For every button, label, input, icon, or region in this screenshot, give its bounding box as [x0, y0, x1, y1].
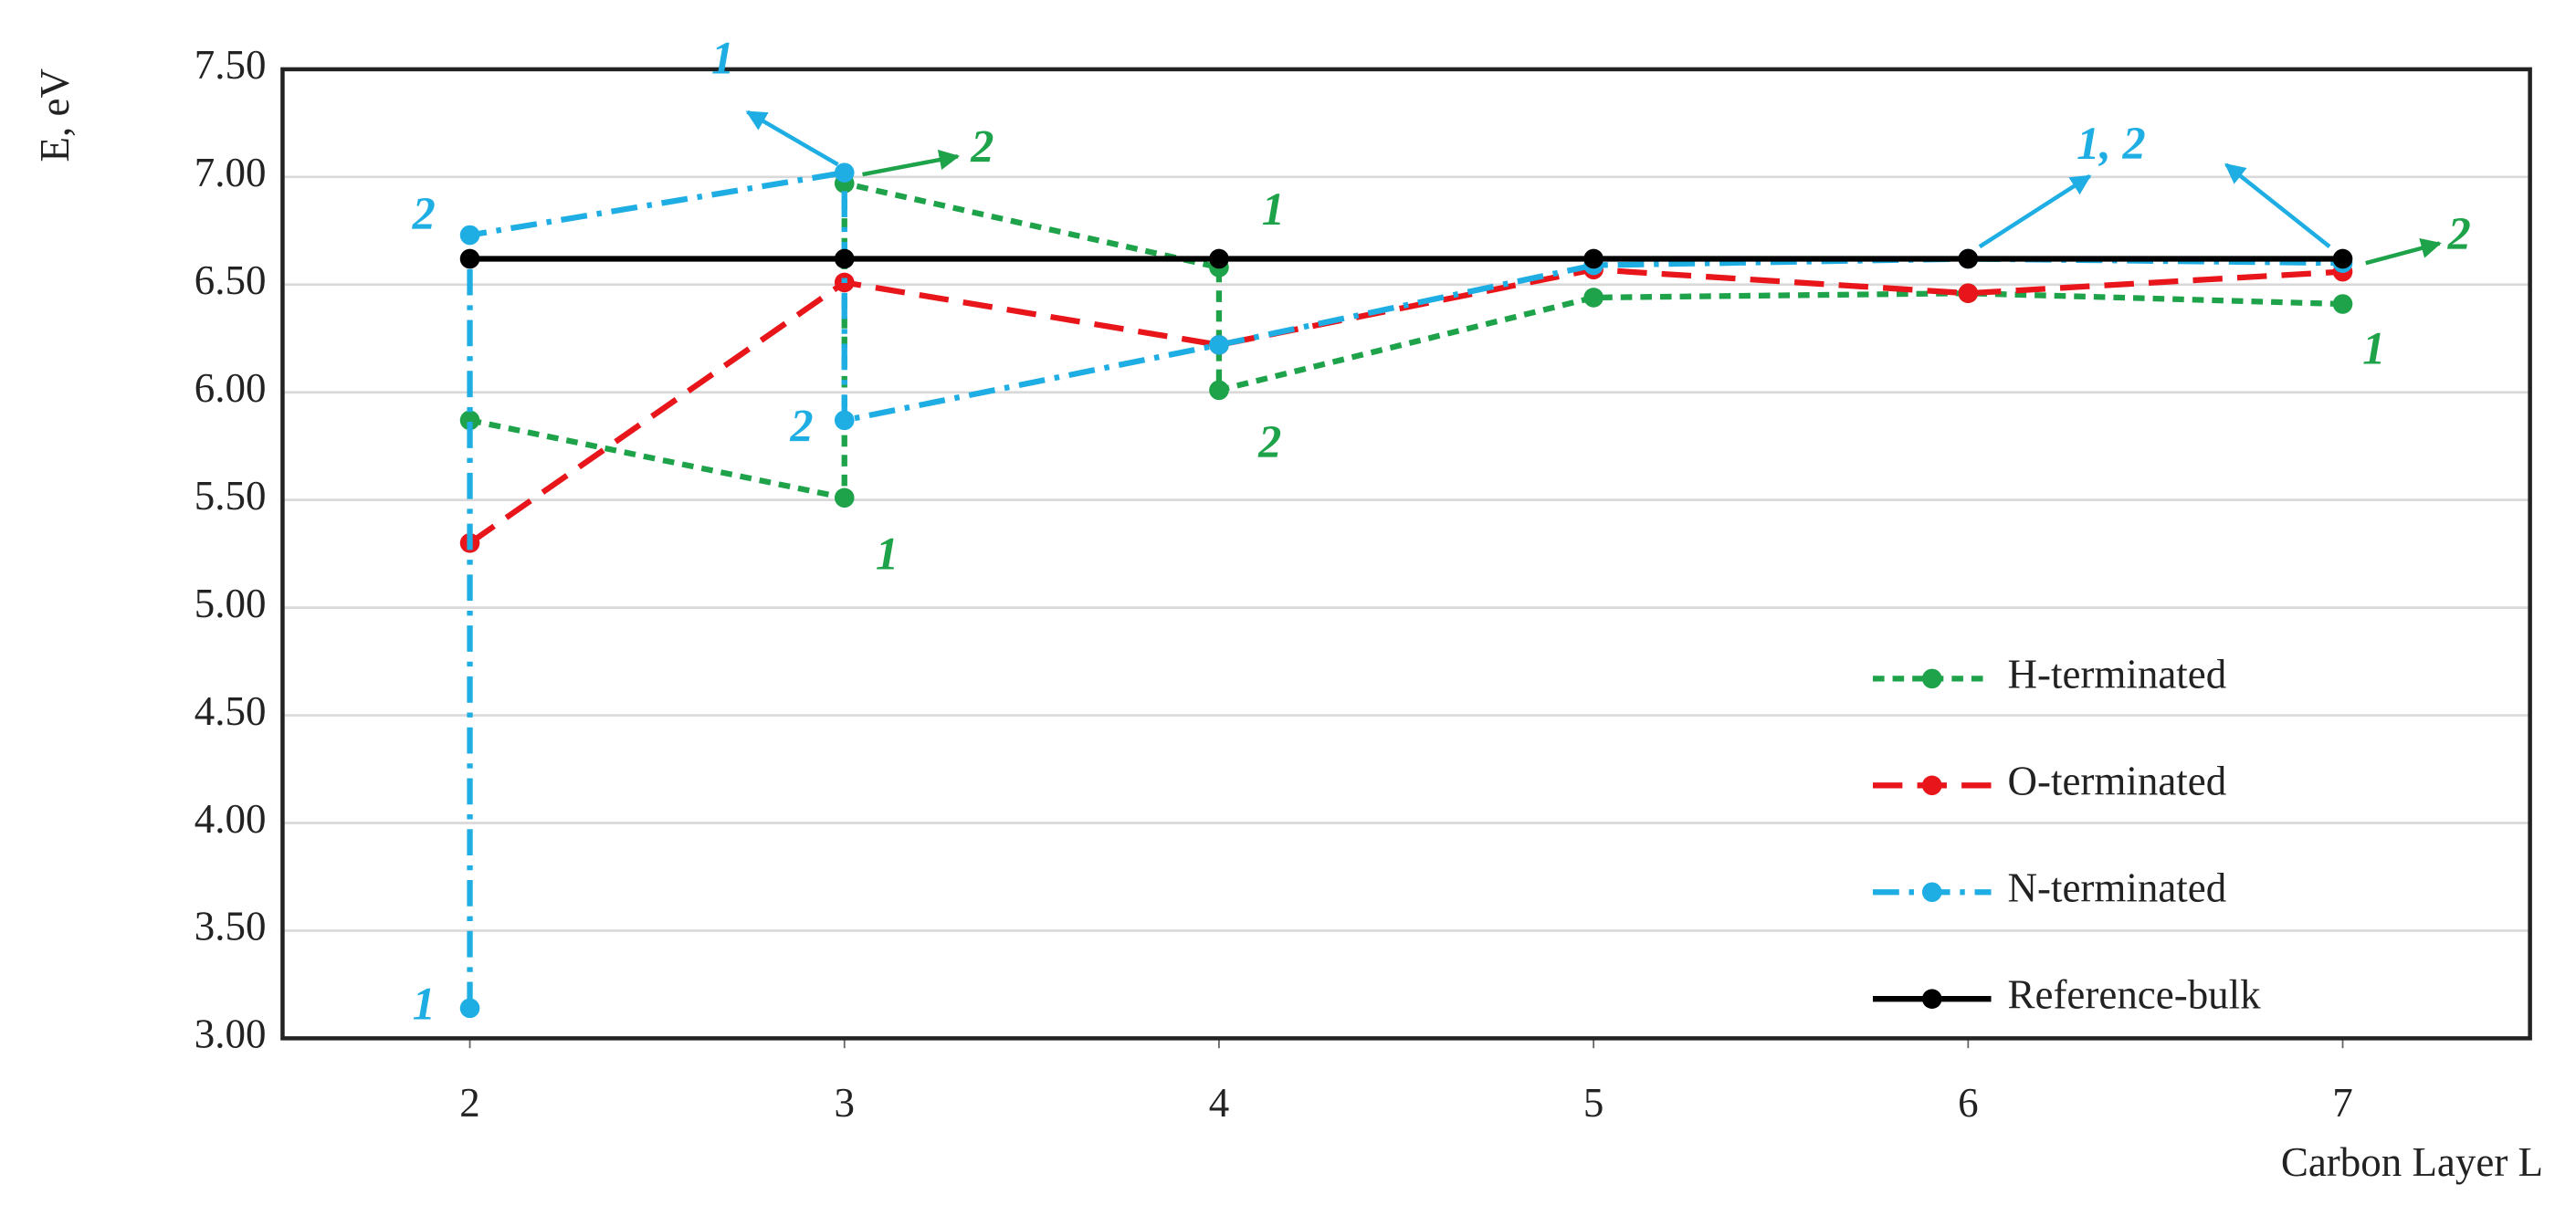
- y-tick-label: 5.50: [195, 473, 267, 519]
- point: [1583, 248, 1603, 269]
- y-tick-label: 6.00: [195, 365, 267, 411]
- point: [1209, 335, 1229, 355]
- point: [1209, 380, 1229, 401]
- x-tick-label: 4: [1209, 1080, 1229, 1126]
- legend-label: H-terminated: [2008, 652, 2227, 697]
- x-axis-label: Carbon Layer L: [2281, 1139, 2543, 1185]
- plot-frame: [280, 67, 2532, 1041]
- annotation: 1: [711, 32, 734, 83]
- x-tick-label: 3: [834, 1080, 854, 1126]
- point: [2332, 248, 2353, 269]
- annotation: 2: [412, 188, 436, 239]
- x-tick-label: 5: [1583, 1080, 1603, 1126]
- point: [1209, 248, 1229, 269]
- legend-label: O-terminated: [2008, 759, 2227, 804]
- point: [834, 487, 855, 508]
- annotation: 1: [2362, 323, 2385, 374]
- y-axis-label: E, eV: [32, 68, 78, 162]
- legend-marker: [1921, 775, 1942, 796]
- annotation-arrow: [2365, 237, 2442, 266]
- legend-label: N-terminated: [2008, 865, 2227, 911]
- point: [459, 410, 480, 431]
- y-tick-label: 7.50: [195, 42, 267, 88]
- point: [834, 162, 855, 183]
- series-line: [467, 169, 2343, 1009]
- annotation: 2: [1257, 416, 1281, 467]
- series-line: [468, 179, 2343, 502]
- x-tick-label: 7: [2332, 1080, 2352, 1126]
- point: [459, 998, 480, 1019]
- y-tick-label: 3.50: [195, 904, 267, 949]
- annotation: 2: [970, 121, 994, 172]
- annotation: 2: [2447, 208, 2471, 259]
- legend-label: Reference-bulk: [2008, 972, 2262, 1018]
- y-tick-label: 7.00: [195, 150, 267, 195]
- y-tick-label: 3.00: [195, 1012, 267, 1057]
- point: [834, 410, 855, 431]
- point: [459, 225, 480, 246]
- y-tick-label: 4.00: [195, 796, 267, 842]
- point: [834, 248, 855, 269]
- x-tick-label: 2: [459, 1080, 479, 1126]
- annotation-arrow: [862, 149, 961, 177]
- annotation: 1, 2: [2077, 118, 2146, 169]
- x-tick-label: 6: [1958, 1080, 1978, 1126]
- annotation: 2: [789, 400, 813, 451]
- annotation-arrow: [2224, 162, 2331, 248]
- legend-marker: [1921, 882, 1942, 903]
- point: [459, 248, 480, 269]
- annotation-arrow: [1978, 173, 2092, 249]
- legend-marker: [1921, 989, 1942, 1009]
- y-tick-label: 5.00: [195, 581, 267, 626]
- series-line: [468, 267, 2343, 546]
- y-tick-label: 6.50: [195, 257, 267, 303]
- point: [1583, 288, 1603, 308]
- point: [1958, 283, 1979, 304]
- legend-marker: [1921, 668, 1942, 689]
- point: [2332, 294, 2353, 314]
- y-tick-label: 4.50: [195, 688, 267, 734]
- annotation: 1: [1262, 183, 1285, 235]
- annotation: 1: [876, 529, 899, 580]
- annotation: 1: [413, 979, 436, 1030]
- point: [1958, 248, 1979, 269]
- annotation-arrow: [745, 110, 839, 167]
